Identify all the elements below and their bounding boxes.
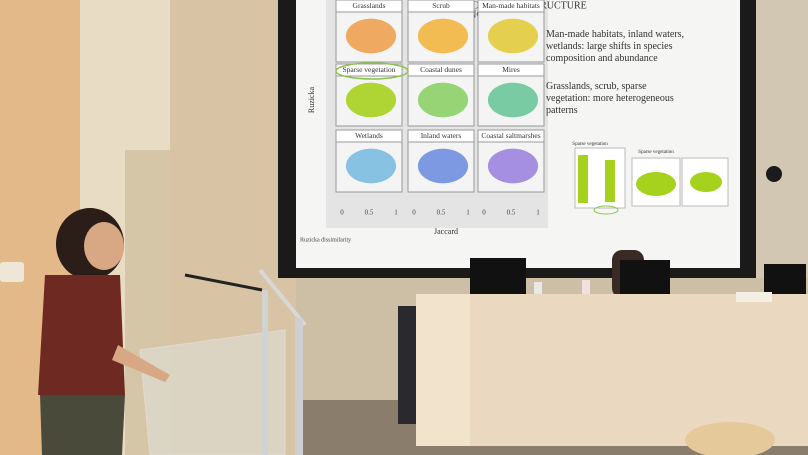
x-axis-label: Jaccard bbox=[434, 227, 458, 236]
x-tick-label: 1 bbox=[466, 209, 470, 217]
desk bbox=[416, 294, 808, 446]
desk-side bbox=[416, 294, 470, 446]
nameplate bbox=[736, 292, 772, 302]
panel-header bbox=[477, 63, 545, 77]
panel-label: Coastal dunes bbox=[420, 65, 462, 74]
panel-header bbox=[335, 129, 403, 143]
panel-label: Wetlands bbox=[355, 131, 383, 140]
panel-scatter bbox=[345, 148, 397, 184]
mini-label: Sparse vegetation bbox=[572, 142, 608, 147]
panel-scatter bbox=[345, 18, 397, 54]
panel-header bbox=[477, 0, 545, 13]
bottle bbox=[534, 282, 542, 294]
lectern-post bbox=[262, 290, 268, 455]
mini-label: Sparse vegetation bbox=[638, 150, 674, 155]
panel-header bbox=[477, 129, 545, 143]
panel-scatter bbox=[417, 18, 469, 54]
rail bbox=[258, 268, 307, 327]
panel-header bbox=[335, 0, 403, 13]
rail-post bbox=[295, 318, 303, 455]
mini-scatter bbox=[636, 172, 676, 196]
highlight bbox=[335, 62, 409, 80]
monitor bbox=[764, 264, 806, 294]
x-tick-label: 0 bbox=[340, 209, 344, 217]
panel-label: Mires bbox=[502, 65, 520, 74]
bottle bbox=[582, 280, 590, 294]
panel-label: Man-made habitats bbox=[482, 1, 540, 10]
mini-violin bbox=[605, 160, 615, 202]
footnote: Ruzicka dissimilarity bbox=[300, 237, 351, 243]
switch bbox=[0, 262, 24, 282]
panel-scatter bbox=[487, 148, 539, 184]
panel-scatter bbox=[417, 148, 469, 184]
panel-scatter bbox=[345, 82, 397, 118]
x-tick-label: 1 bbox=[394, 209, 398, 217]
x-tick-label: 0.5 bbox=[365, 209, 374, 217]
x-tick-label: 1 bbox=[536, 209, 540, 217]
x-tick-label: 0.5 bbox=[437, 209, 446, 217]
trousers bbox=[40, 395, 125, 455]
panel-label: Scrub bbox=[432, 1, 450, 10]
highlight bbox=[593, 205, 619, 215]
panel-header bbox=[407, 0, 475, 13]
x-tick-label: 0 bbox=[412, 209, 416, 217]
panel-label: Inland waters bbox=[421, 131, 462, 140]
shirt bbox=[38, 275, 125, 395]
chair bbox=[398, 306, 418, 424]
mini-violin bbox=[578, 155, 588, 203]
panel-label: Grasslands bbox=[353, 1, 386, 10]
lectern bbox=[139, 329, 286, 455]
panel-scatter bbox=[487, 82, 539, 118]
microphone bbox=[184, 273, 263, 292]
panel-header bbox=[407, 129, 475, 143]
y-axis-label: Ruzicka bbox=[307, 86, 316, 113]
monitor bbox=[620, 260, 670, 294]
monitor bbox=[470, 258, 526, 294]
panel-label: Coastal saltmarshes bbox=[481, 131, 540, 140]
panel-scatter bbox=[417, 82, 469, 118]
speaker-box bbox=[766, 166, 782, 182]
panel-label: Sparse vegetation bbox=[342, 65, 395, 74]
x-tick-label: 0 bbox=[482, 209, 486, 217]
slide-content: ID THE DOMINANCE STRUCTURE CHANGE? Ruzic… bbox=[300, 0, 710, 243]
x-tick-label: 0.5 bbox=[507, 209, 516, 217]
face bbox=[84, 222, 124, 270]
audience-arm bbox=[685, 422, 775, 455]
note: Grasslands, scrub, sparse vegetation: mor… bbox=[546, 81, 674, 116]
note: Man-made habitats, inland waters, wetland… bbox=[546, 29, 684, 64]
panel-scatter bbox=[487, 18, 539, 54]
arm bbox=[112, 345, 170, 382]
mini-scatter bbox=[690, 172, 722, 192]
